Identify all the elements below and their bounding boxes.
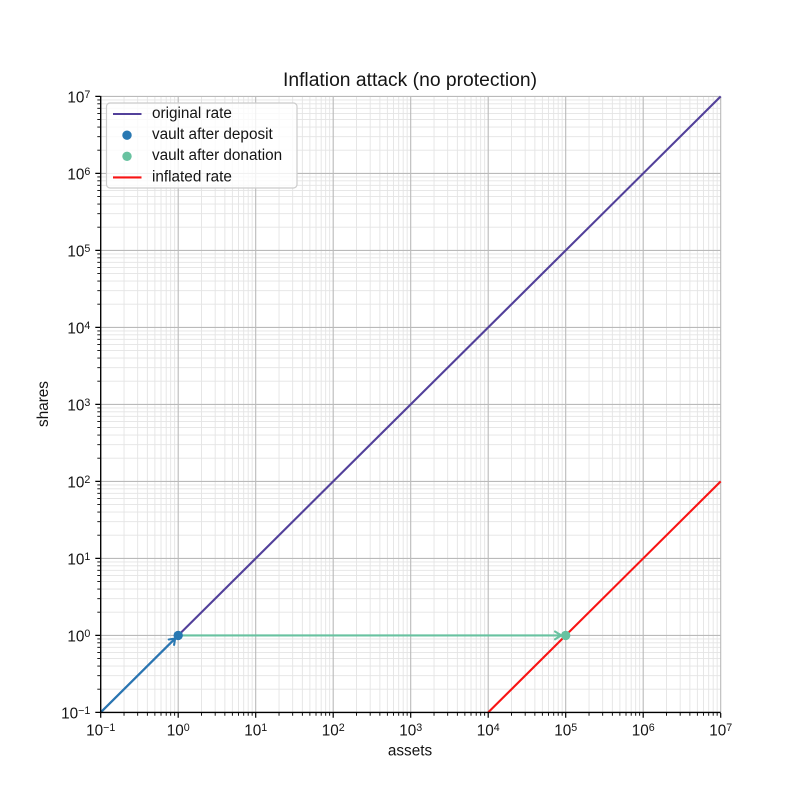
svg-text:vault after deposit: vault after deposit bbox=[152, 126, 273, 143]
svg-text:shares: shares bbox=[35, 381, 52, 427]
svg-text:assets: assets bbox=[388, 743, 433, 760]
svg-text:Inflation attack (no protectio: Inflation attack (no protection) bbox=[283, 70, 537, 91]
svg-text:vault after donation: vault after donation bbox=[152, 147, 282, 164]
svg-text:inflated rate: inflated rate bbox=[152, 168, 232, 185]
svg-text:original rate: original rate bbox=[152, 105, 232, 122]
